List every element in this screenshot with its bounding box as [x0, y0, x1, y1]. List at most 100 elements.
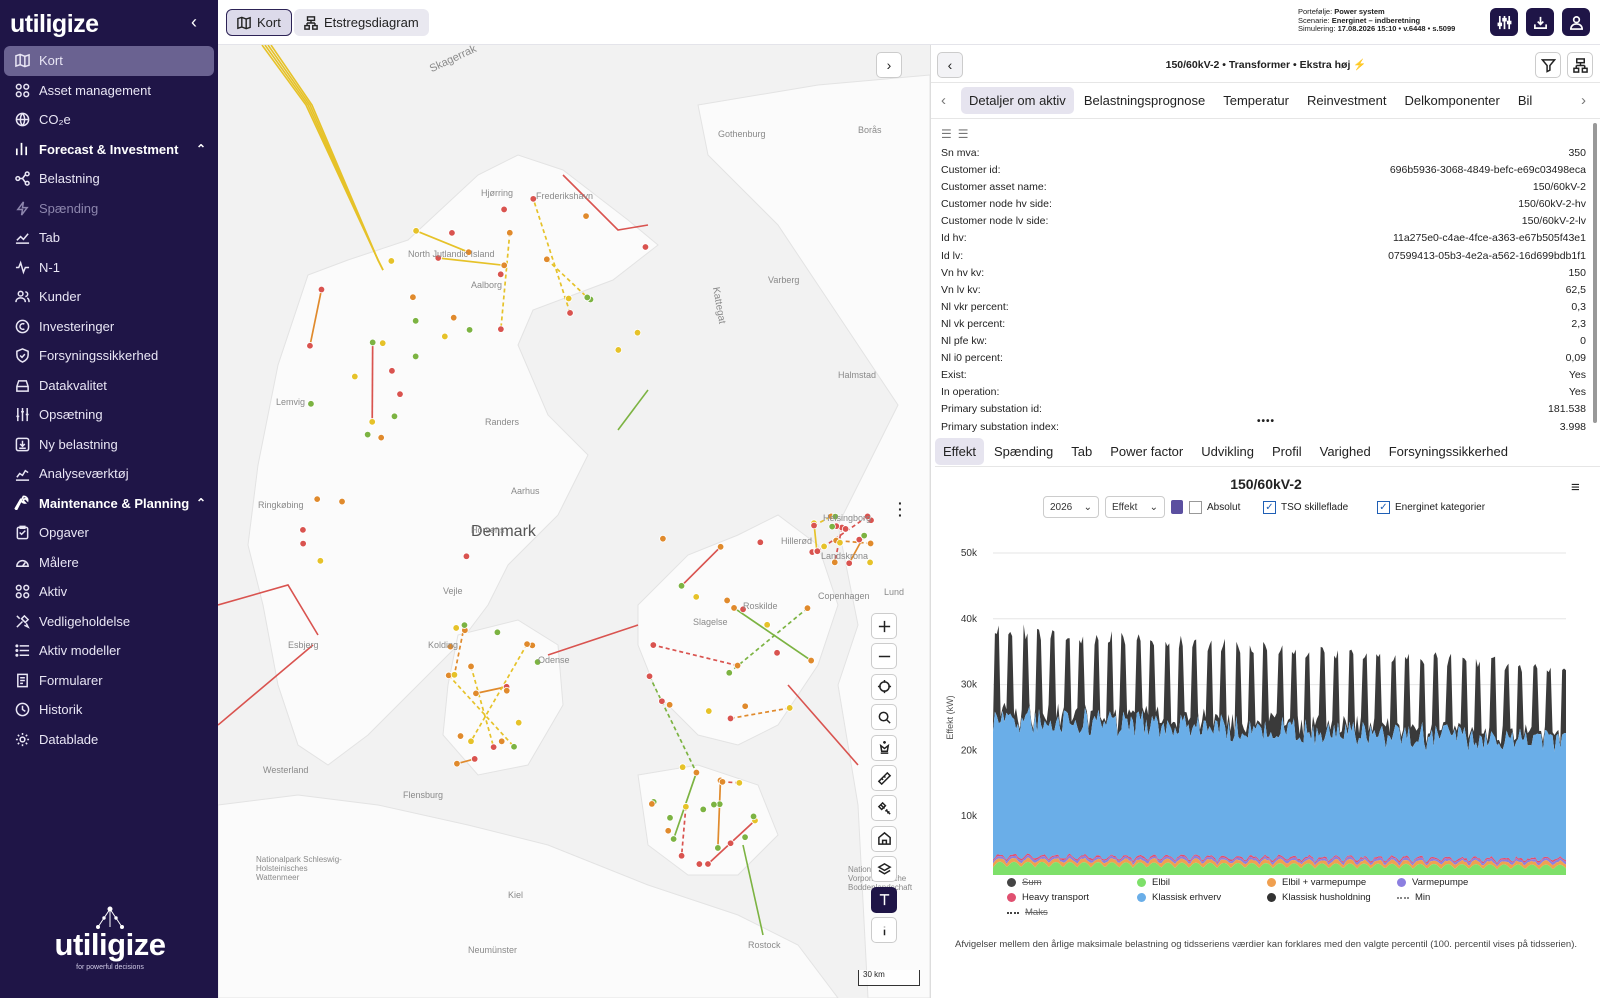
details-scrollbar[interactable]	[1593, 123, 1597, 423]
grid-line[interactable]	[653, 644, 738, 667]
tabs-prev-icon[interactable]: ‹	[941, 92, 946, 109]
substation-node[interactable]	[860, 531, 868, 540]
substation-node[interactable]	[583, 293, 591, 302]
chart-tab-4[interactable]: Udvikling	[1201, 444, 1254, 459]
substation-node[interactable]	[831, 558, 839, 566]
substation-node[interactable]	[409, 293, 417, 301]
substation-node[interactable]	[351, 372, 359, 381]
grid-line[interactable]	[453, 624, 466, 675]
substation-node[interactable]	[529, 195, 537, 203]
map-view[interactable]: Denmark Skagerrak Kattegat Gothenburg Borås V…	[218, 45, 930, 998]
interconnector-line[interactable]	[787, 684, 859, 766]
substation-node[interactable]	[497, 270, 505, 279]
substation-node[interactable]	[510, 743, 518, 751]
substation-node[interactable]	[641, 243, 650, 251]
sidebar-item-19[interactable]: Vedligeholdelse	[4, 607, 214, 637]
chess-king-button[interactable]	[871, 734, 897, 761]
map-canvas[interactable]	[218, 45, 930, 998]
sidebar-item-16[interactable]: Opgaver	[4, 518, 214, 548]
substation-node[interactable]	[866, 539, 875, 548]
substation-node[interactable]	[411, 317, 420, 325]
substation-node[interactable]	[678, 763, 687, 771]
zoom-out-button[interactable]	[871, 643, 897, 670]
download-button[interactable]	[1526, 8, 1554, 36]
substation-node[interactable]	[836, 538, 844, 547]
interconnector-line[interactable]	[547, 624, 639, 656]
substation-node[interactable]	[453, 759, 461, 768]
substation-node[interactable]	[677, 582, 686, 590]
sidebar-item-13[interactable]: Ny belastning	[4, 430, 214, 460]
substation-node[interactable]	[446, 642, 455, 651]
substation-node[interactable]	[306, 342, 314, 350]
grid-line[interactable]	[500, 232, 511, 330]
substation-node[interactable]	[533, 658, 542, 666]
grid-line[interactable]	[648, 675, 698, 773]
substation-node[interactable]	[665, 701, 674, 709]
substation-node[interactable]	[299, 526, 307, 534]
chart-tab-0[interactable]: Effekt	[935, 438, 985, 465]
interconnector-line[interactable]	[617, 389, 649, 431]
substation-node[interactable]	[515, 718, 523, 727]
substation-node[interactable]	[645, 672, 654, 680]
substation-node[interactable]	[456, 732, 465, 740]
substation-node[interactable]	[669, 835, 678, 843]
home-button[interactable]	[871, 825, 897, 852]
excel-icon[interactable]	[1171, 500, 1183, 514]
grid-line[interactable]	[415, 230, 469, 253]
substation-node[interactable]	[828, 522, 836, 531]
sidebar-item-6[interactable]: Tab	[4, 223, 214, 253]
view-diagram-button[interactable]: Etstregsdiagram	[294, 9, 429, 36]
settings-sliders-button[interactable]	[1490, 8, 1518, 36]
substation-node[interactable]	[338, 497, 346, 506]
substation-node[interactable]	[692, 593, 700, 601]
substation-node[interactable]	[489, 743, 498, 751]
substation-node[interactable]	[763, 621, 771, 629]
grid-line[interactable]	[728, 607, 809, 674]
more-vertical-icon[interactable]: · · ·	[898, 495, 903, 523]
substation-node[interactable]	[845, 559, 853, 567]
substation-node[interactable]	[452, 624, 460, 632]
substation-node[interactable]	[699, 805, 707, 814]
substation-node[interactable]	[726, 839, 735, 847]
substation-node[interactable]	[313, 495, 321, 503]
substation-node[interactable]	[368, 418, 376, 426]
measure-select[interactable]: Effekt ⌄	[1105, 496, 1165, 518]
substation-node[interactable]	[411, 352, 420, 361]
substation-node[interactable]	[500, 205, 508, 214]
substation-node[interactable]	[730, 604, 738, 612]
substation-node[interactable]	[725, 669, 733, 677]
search-button[interactable]	[871, 704, 897, 731]
grid-line[interactable]	[470, 643, 528, 742]
tab-0[interactable]: Detaljer om aktiv	[961, 87, 1074, 114]
substation-node[interactable]	[467, 737, 475, 745]
substation-node[interactable]	[726, 714, 735, 723]
sidebar-item-1[interactable]: Asset management	[4, 76, 214, 106]
sidebar-item-14[interactable]: Analyseværktøj	[4, 459, 214, 489]
substation-node[interactable]	[506, 229, 514, 237]
substation-node[interactable]	[664, 827, 672, 835]
substation-node[interactable]	[813, 547, 822, 555]
legend-item-elbil[interactable]: Elbil	[1137, 877, 1170, 888]
sidebar-item-17[interactable]: Målere	[4, 548, 214, 578]
interconnector-line[interactable]	[742, 844, 764, 936]
sidebar-section-3[interactable]: Forecast & Investment ⌃	[4, 135, 214, 165]
chart-tab-5[interactable]: Profil	[1272, 444, 1302, 459]
substation-node[interactable]	[493, 628, 502, 636]
substation-node[interactable]	[718, 778, 727, 786]
substation-node[interactable]	[733, 661, 742, 670]
legend-item-sum[interactable]: Sum	[1007, 877, 1042, 888]
sidebar-item-21[interactable]: Formularer	[4, 666, 214, 696]
chart-tab-3[interactable]: Power factor	[1110, 444, 1184, 459]
grid-line[interactable]	[532, 198, 571, 314]
substation-node[interactable]	[441, 332, 449, 341]
sidebar-item-9[interactable]: Investeringer	[4, 312, 214, 342]
substation-node[interactable]	[500, 261, 508, 269]
interconnector-line[interactable]	[562, 174, 649, 231]
sidebar-item-23[interactable]: Datablade	[4, 725, 214, 755]
substation-node[interactable]	[741, 833, 749, 841]
tso-checkbox[interactable]: ✓ TSO skilleflade	[1263, 496, 1348, 518]
tab-2[interactable]: Temperatur	[1223, 93, 1289, 108]
tab-5[interactable]: Bil	[1517, 93, 1533, 108]
chevron-up-icon[interactable]: ⌃	[195, 142, 206, 157]
locate-button[interactable]	[871, 673, 897, 700]
